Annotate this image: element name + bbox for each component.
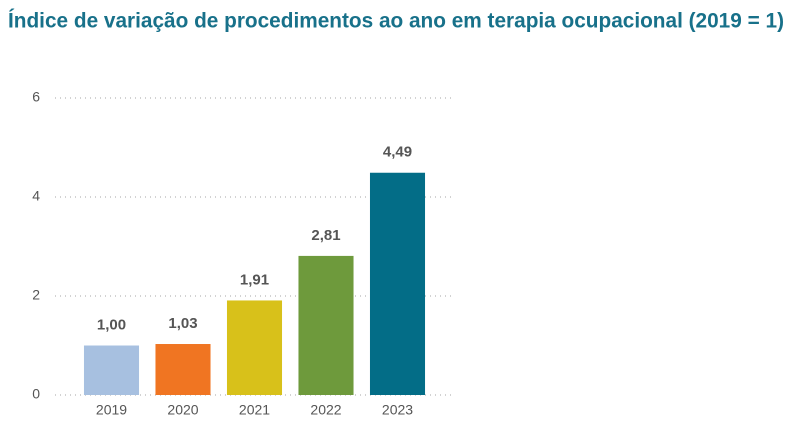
y-tick-label: 0	[32, 386, 40, 402]
y-tick-label: 6	[32, 89, 40, 105]
bar	[226, 300, 283, 395]
x-tick-label: 2022	[310, 402, 341, 418]
y-tick-label: 4	[32, 188, 40, 204]
bar	[369, 172, 426, 395]
value-label: 1,91	[240, 271, 269, 288]
value-label: 2,81	[311, 227, 340, 244]
value-label: 1,00	[97, 316, 126, 333]
x-tick-label: 2019	[96, 402, 127, 418]
value-label: 1,03	[168, 315, 197, 332]
value-label: 4,49	[383, 144, 412, 161]
x-tick-label: 2020	[167, 402, 198, 418]
bar	[298, 255, 354, 395]
bar	[155, 344, 211, 395]
x-tick-label: 2023	[382, 402, 413, 418]
bar	[83, 345, 140, 395]
y-tick-label: 2	[32, 287, 40, 303]
x-tick-label: 2021	[239, 402, 270, 418]
chart-title: Índice de variação de procedimentos ao a…	[8, 10, 784, 33]
